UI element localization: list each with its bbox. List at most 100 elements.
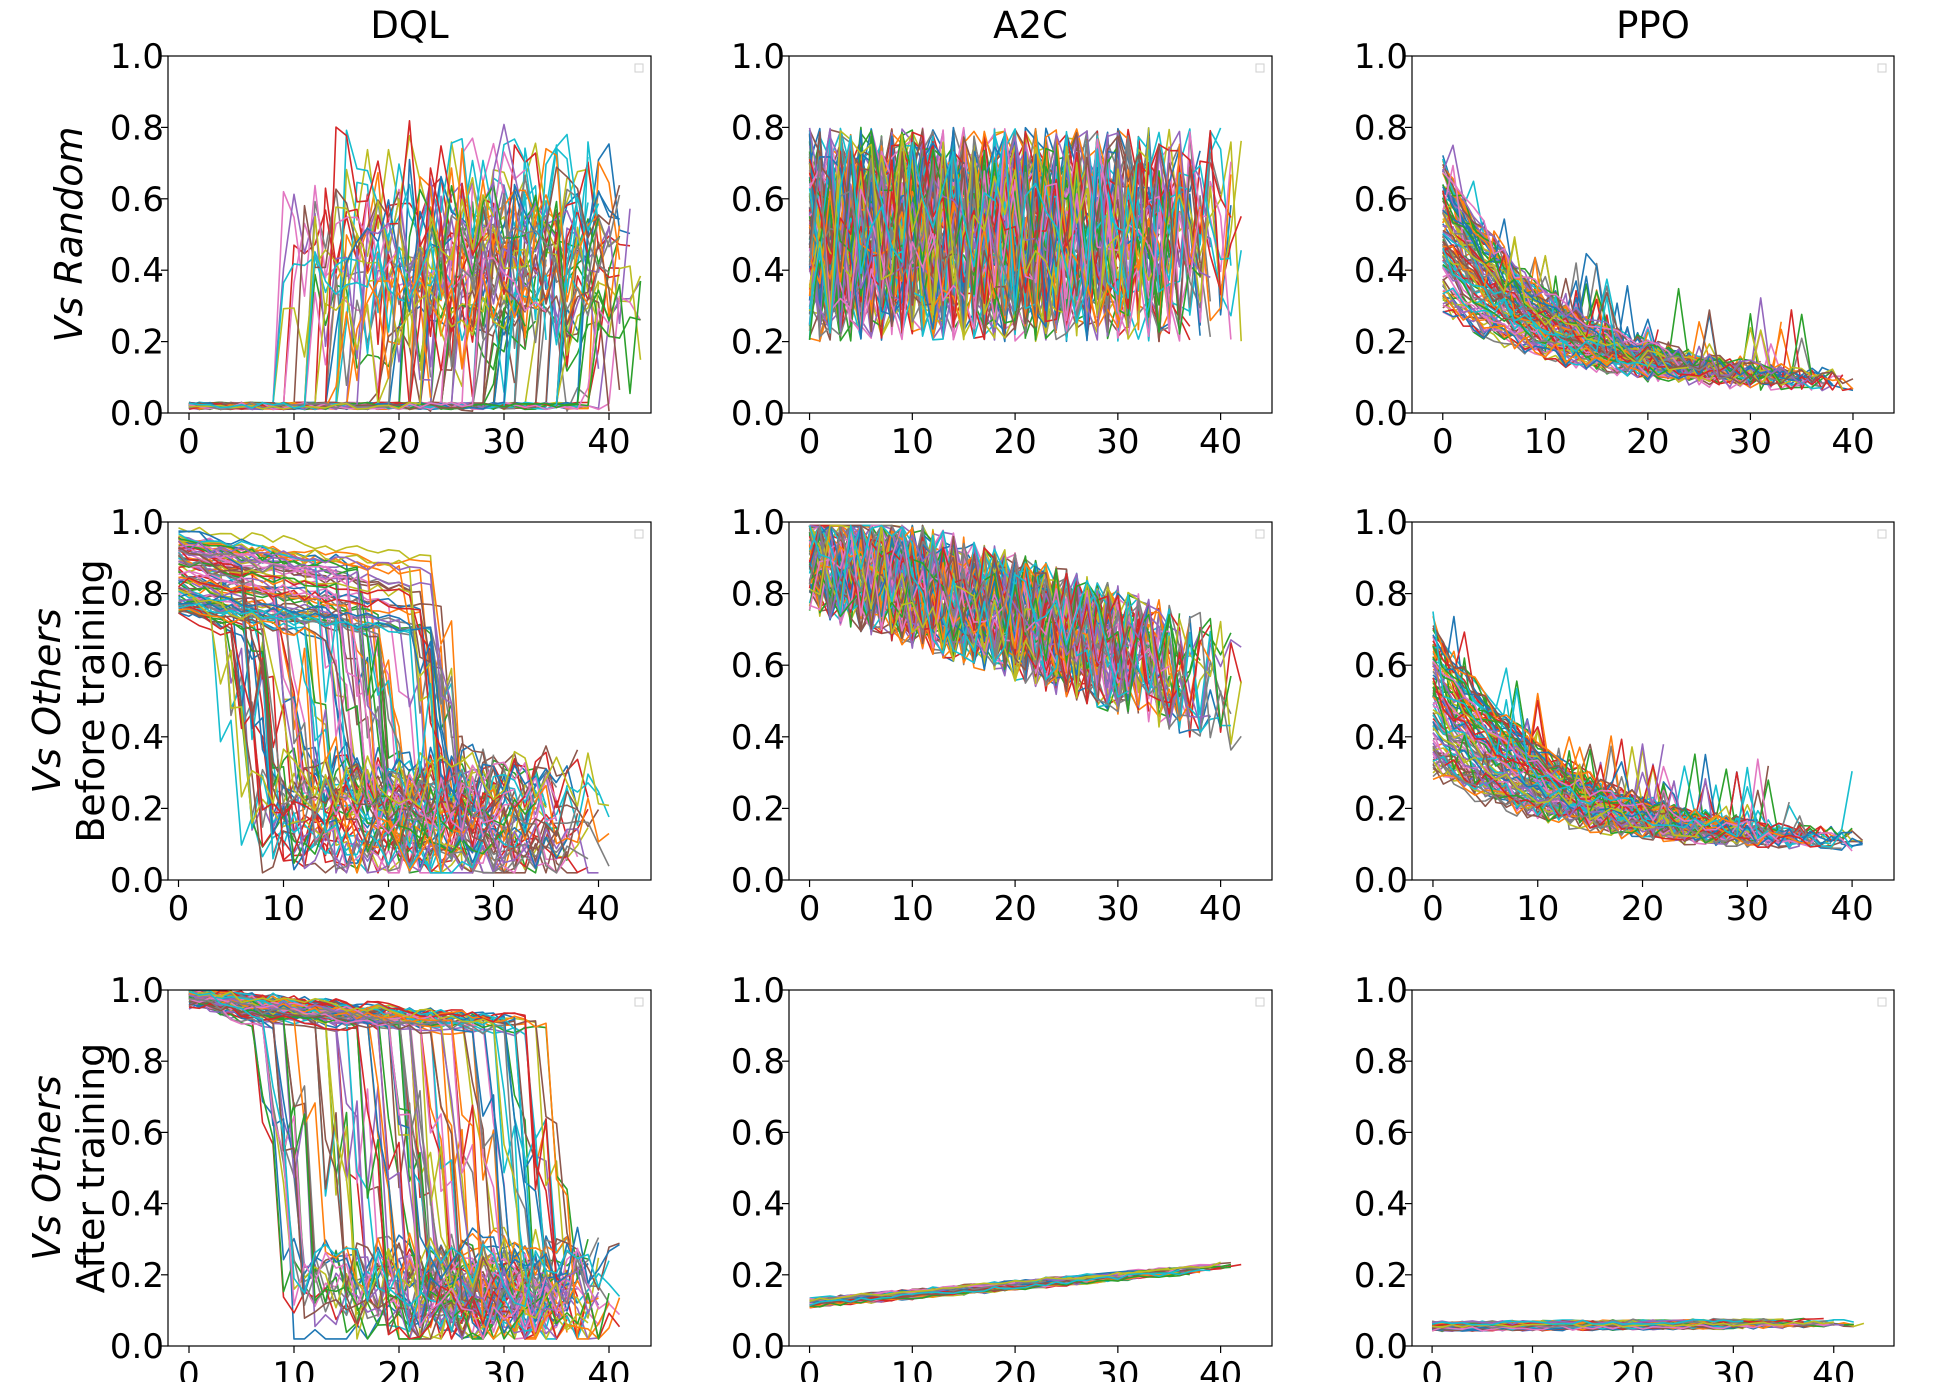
row-label-3-line-2: After training <box>69 1043 113 1294</box>
x-tick-label: 20 <box>993 889 1036 929</box>
x-tick-label: 40 <box>1831 422 1874 462</box>
series-line <box>188 997 547 1312</box>
series-line <box>808 524 1129 698</box>
plot-frame <box>788 55 1273 414</box>
series-line <box>188 220 610 411</box>
panel-r2-c1: 0.0 0.2 0.4 0.6 0.8 1.0 0 10 20 30 40 <box>110 503 652 929</box>
series-line <box>808 524 1078 649</box>
series-line <box>1442 190 1741 377</box>
y-tick-label: 0.8 <box>110 108 164 148</box>
column-title-ppo: PPO <box>1616 4 1690 47</box>
x-tick-label: 10 <box>272 1355 315 1382</box>
x-tick-label: 40 <box>1830 889 1873 929</box>
plot-frame <box>1411 989 1895 1347</box>
y-tick-label: 0.0 <box>110 861 164 901</box>
y-tick-label: 1.0 <box>110 37 164 77</box>
x-tick-label: 0 <box>178 1355 200 1382</box>
x-tick-label: 40 <box>587 422 630 462</box>
y-tick-label: 0.4 <box>1354 718 1408 758</box>
y-tick-label: 0.8 <box>731 108 785 148</box>
series-line <box>188 194 495 410</box>
series-line <box>1442 310 1690 380</box>
y-tick-label: 1.0 <box>1354 971 1408 1011</box>
series-line <box>808 524 1027 643</box>
series-line <box>188 1001 495 1304</box>
y-tick-label: 0.4 <box>110 718 164 758</box>
x-tick-label: 0 <box>799 889 821 929</box>
y-tick-label: 0.2 <box>731 1256 785 1296</box>
panel-r2-c3: 0.0 0.2 0.4 0.6 0.8 1.0 0 10 20 30 40 <box>1354 503 1895 929</box>
plot-frame <box>167 521 652 881</box>
x-tick-label: 40 <box>1199 422 1242 462</box>
series-line <box>1432 1320 1834 1329</box>
series-line <box>809 1281 1016 1302</box>
series-line <box>178 544 557 838</box>
y-tick-label: 0.2 <box>1354 1256 1408 1296</box>
x-tick-label: 20 <box>1611 1355 1654 1382</box>
series-line <box>188 990 589 1329</box>
x-tick-label: 0 <box>799 1355 821 1382</box>
series-line <box>1442 186 1834 386</box>
x-tick-label: 40 <box>1199 1355 1242 1382</box>
x-tick-label: 10 <box>891 889 934 929</box>
legend-box <box>1255 997 1265 1007</box>
series-line <box>808 135 1037 334</box>
x-tick-label: 30 <box>1726 889 1769 929</box>
y-tick-label: 0.6 <box>110 646 164 686</box>
panel-r3-c2: 0.0 0.2 0.4 0.6 0.8 1.0 0 10 20 30 40 <box>731 971 1273 1382</box>
column-title-a2c: A2C <box>993 4 1068 47</box>
y-tick-label: 0.6 <box>110 180 164 220</box>
series-line <box>178 588 610 812</box>
series-line <box>1431 1317 1794 1325</box>
series-group <box>808 126 1242 343</box>
series-line <box>1431 1323 1784 1332</box>
series-line <box>808 131 1140 334</box>
x-tick-label: 30 <box>1096 422 1139 462</box>
panel-r3-c1: 0.0 0.2 0.4 0.6 0.8 1.0 0 10 20 30 40 <box>110 971 652 1382</box>
y-tick-label: 0.4 <box>110 1185 164 1225</box>
series-group <box>809 1261 1242 1309</box>
row-label-3-line-1: Vs Others <box>25 1075 69 1261</box>
series-line <box>178 549 589 874</box>
row-label-1-line-1: Vs Random <box>47 126 91 342</box>
y-tick-label: 0.4 <box>1354 1185 1408 1225</box>
x-tick-label: 40 <box>587 1355 630 1382</box>
series-line <box>1431 1318 1744 1326</box>
series-line <box>188 240 442 409</box>
x-tick-label: 0 <box>168 889 190 929</box>
series-line <box>178 560 568 874</box>
y-tick-label: 0.0 <box>110 394 164 434</box>
x-tick-label: 30 <box>1712 1355 1755 1382</box>
series-line <box>188 990 610 1308</box>
series-line <box>177 552 495 820</box>
column-titles: DQL A2C PPO <box>370 4 1689 47</box>
series-line <box>1442 292 1639 374</box>
y-tick-label: 0.0 <box>731 1327 785 1367</box>
panel-r2-c2: 0.0 0.2 0.4 0.6 0.8 1.0 0 10 20 30 40 <box>731 503 1273 929</box>
series-line <box>1442 240 1854 385</box>
series-line <box>178 612 589 874</box>
row-label-2-line-1: Vs Others <box>25 608 69 794</box>
row-label-2-line-2: Before training <box>69 559 113 843</box>
series-line <box>808 127 1150 341</box>
series-line <box>1442 248 1649 367</box>
y-tick-label: 0.2 <box>110 323 164 363</box>
series-line <box>188 997 568 1340</box>
series-line <box>188 1000 505 1321</box>
series-line <box>809 524 1181 705</box>
series-line <box>178 557 515 869</box>
legend-box <box>1255 63 1265 73</box>
x-tick-label: 0 <box>1422 889 1444 929</box>
series-group <box>1442 144 1854 392</box>
series-group <box>1432 611 1864 852</box>
x-tick-label: 30 <box>472 889 515 929</box>
y-tick-label: 0.2 <box>1354 323 1408 363</box>
y-tick-label: 1.0 <box>731 503 785 543</box>
y-tick-label: 0.8 <box>731 575 785 615</box>
panel-r1-c2: 0.0 0.2 0.4 0.6 0.8 1.0 0 10 20 30 40 <box>731 37 1273 462</box>
legend-box <box>1877 997 1887 1007</box>
x-tick-label: 0 <box>1432 422 1454 462</box>
panel-r3-c3: 0.0 0.2 0.4 0.6 0.8 1.0 0 10 20 30 40 <box>1354 971 1895 1382</box>
y-tick-label: 0.4 <box>731 1185 785 1225</box>
y-tick-label: 0.0 <box>110 1327 164 1367</box>
